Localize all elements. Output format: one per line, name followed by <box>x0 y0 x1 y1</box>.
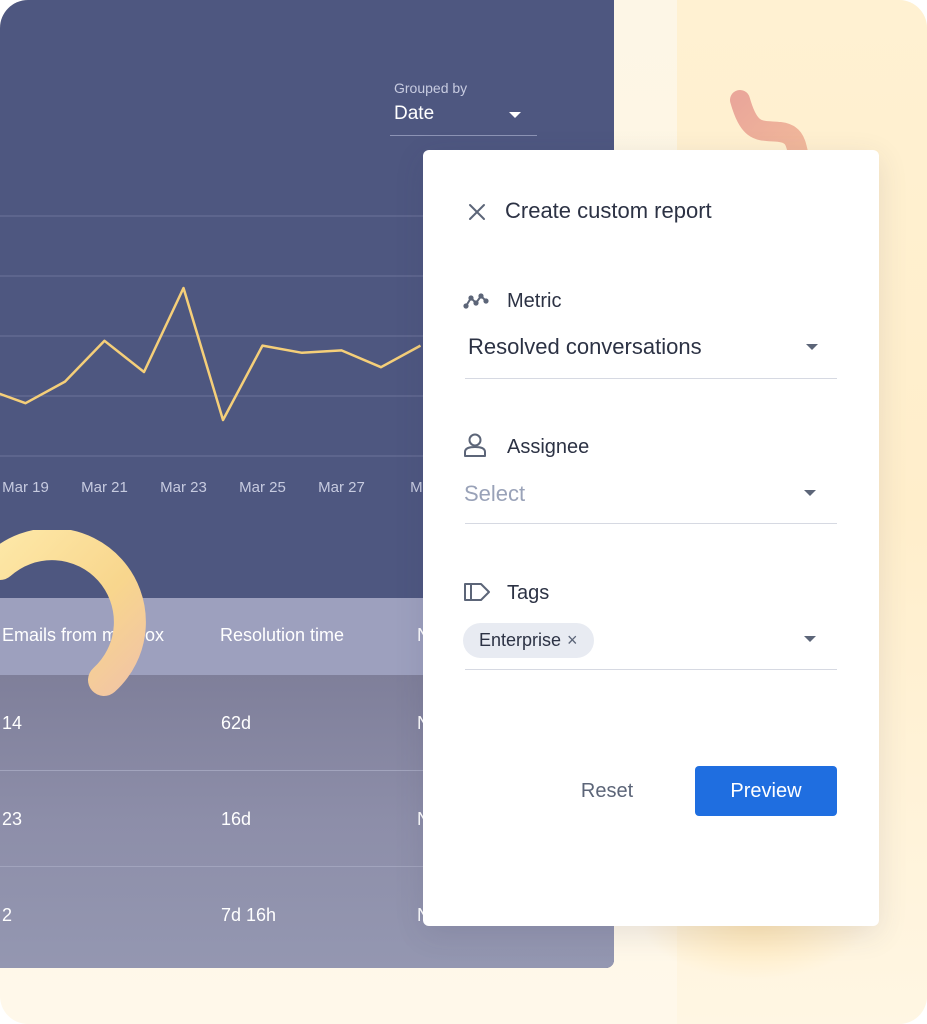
tags-label: Tags <box>507 582 550 604</box>
row-divider <box>0 866 614 867</box>
tag-chip-label: Enterprise <box>479 630 562 650</box>
x-tick-label: Mar 21 <box>81 479 128 496</box>
x-tick-label: Mar 25 <box>239 479 286 496</box>
table-cell: 7d 16h <box>221 905 277 925</box>
chevron-down-icon[interactable] <box>804 490 816 496</box>
reset-button[interactable]: Reset <box>563 766 651 816</box>
table-cell: 2 <box>2 905 13 925</box>
chevron-down-icon[interactable] <box>804 636 816 642</box>
tag-icon <box>464 583 490 601</box>
assignee-select[interactable]: Select <box>464 481 526 506</box>
row-divider <box>0 770 614 771</box>
tags-underline <box>465 669 837 670</box>
chevron-down-icon[interactable] <box>806 344 818 350</box>
column-header-resolution-time[interactable]: Resolution time <box>220 625 345 645</box>
decorative-ring <box>0 530 146 696</box>
table-cell: 62d <box>221 713 252 733</box>
metric-line-icon <box>463 293 489 309</box>
series-line <box>0 286 422 422</box>
grouped-by-label: Grouped by <box>394 80 468 96</box>
table-cell: 14 <box>2 713 23 733</box>
x-tick-label: Mar 23 <box>160 479 207 496</box>
table-cell: 23 <box>2 809 23 829</box>
chevron-down-icon[interactable] <box>509 112 521 118</box>
assignee-label: Assignee <box>507 436 590 458</box>
close-icon[interactable] <box>467 202 487 222</box>
preview-button[interactable]: Preview <box>695 766 837 816</box>
grouped-by-select[interactable]: Date <box>394 103 435 124</box>
create-custom-report-dialog: Create custom report Metric Resolved con… <box>423 150 879 926</box>
person-icon <box>464 433 486 457</box>
x-tick-label: Mar 27 <box>318 479 365 496</box>
grouped-by-underline <box>390 135 537 136</box>
metric-underline <box>465 378 837 379</box>
close-icon[interactable]: × <box>567 630 578 650</box>
tag-chip-enterprise[interactable]: Enterprise × <box>463 623 594 658</box>
metric-select[interactable]: Resolved conversations <box>468 334 702 359</box>
assignee-underline <box>465 523 837 524</box>
metric-label: Metric <box>507 290 562 312</box>
dialog-title: Create custom report <box>505 198 712 223</box>
table-cell: 16d <box>221 809 252 829</box>
x-tick-label: Mar 19 <box>2 479 49 496</box>
